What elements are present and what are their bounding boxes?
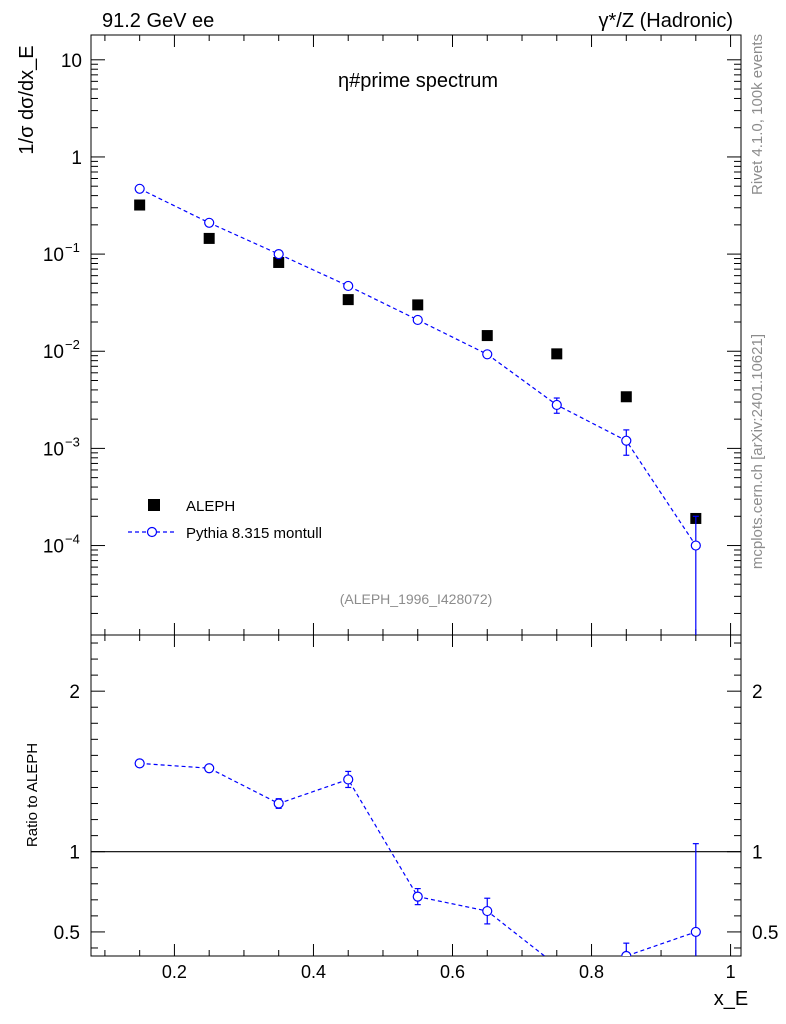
side-text-rivet: Rivet 4.1.0, 100k events (749, 34, 766, 195)
legend-aleph-marker (148, 499, 160, 511)
ratio-data-point (134, 758, 145, 769)
x-tick-label: 0.8 (579, 962, 604, 982)
ratio-ylabel: Ratio to ALEPH (24, 743, 41, 847)
pythia-data-point (204, 217, 215, 228)
legend: ALEPH Pythia 8.315 montull (128, 498, 322, 542)
ratio-y-tick-label-right: 0.5 (752, 923, 778, 944)
y-tick-label: 10 (43, 342, 64, 363)
y-tick-exponent: −2 (65, 337, 80, 352)
pythia-data-point (482, 349, 493, 360)
aleph-data-point (203, 232, 215, 244)
header-right-label: γ*/Z (Hadronic) (599, 10, 733, 32)
ratio-clipped-group (134, 758, 701, 956)
aleph-data-point (551, 348, 563, 360)
ratio-data-point (621, 950, 632, 956)
aleph-data-point (620, 391, 632, 403)
pythia-data-point (621, 435, 632, 446)
main-plot-frame (90, 34, 742, 636)
pythia-data-point (551, 399, 562, 411)
pythia-data-point (343, 280, 354, 292)
ratio-y-tick-label: 1 (69, 843, 80, 864)
ratio-y-tick-label: 2 (69, 682, 80, 703)
pythia-data-point (134, 183, 145, 194)
side-text-mcplots: mcplots.cern.ch [arXiv:2401.10621] (749, 334, 766, 569)
y-tick-exponent: −4 (65, 532, 80, 547)
x-tick-label: 0.2 (162, 962, 187, 982)
main-data (134, 183, 702, 635)
x-tick-label: 0.6 (440, 962, 465, 982)
x-tick-label: 0.4 (301, 962, 326, 982)
ratio-data-point (690, 926, 701, 938)
legend-aleph-label: ALEPH (186, 498, 235, 515)
ratio-data-point (343, 774, 354, 785)
ratio-data-point (273, 798, 284, 809)
aleph-data-point (134, 199, 146, 211)
header-left-label: 91.2 GeV ee (102, 10, 214, 32)
legend-pythia-label: Pythia 8.315 montull (186, 525, 322, 542)
ratio-data (134, 758, 701, 956)
y-tick-label: 1 (71, 148, 82, 169)
ratio-data-point (204, 763, 215, 774)
pythia-series-line (139, 188, 697, 546)
main-ylabel: 1/σ dσ/dx_E (16, 45, 38, 154)
ratio-y-tick-label-right: 2 (752, 682, 763, 703)
y-tick-label: 10 (43, 537, 64, 558)
legend-pythia-marker (146, 526, 158, 538)
plot-title: η#prime spectrum (338, 70, 498, 92)
xlabel: x_E (714, 988, 748, 1010)
aleph-data-point (273, 256, 285, 268)
ratio-data-point (412, 891, 423, 902)
ratio-data-point (482, 905, 493, 917)
pythia-data-point (273, 248, 284, 260)
aleph-data-point (412, 299, 424, 311)
aleph-data-point (481, 330, 493, 342)
y-tick-exponent: −1 (65, 240, 80, 255)
y-tick-label: 10 (43, 439, 64, 460)
y-tick-exponent: −3 (65, 434, 80, 449)
aleph-data-point (342, 294, 354, 306)
y-tick-label: 10 (43, 245, 64, 266)
pythia-data-point (412, 314, 423, 326)
ratio-plot-frame (90, 634, 742, 957)
analysis-label: (ALEPH_1996_I428072) (340, 591, 493, 607)
y-tick-label: 10 (61, 51, 82, 72)
ratio-axes: 0.2 0.4 0.6 0.8 1 0.5 0.5 1 1 2 2 (54, 635, 778, 982)
x-tick-label: 1 (726, 962, 736, 982)
ratio-series-line (139, 762, 697, 956)
ratio-y-tick-label: 0.5 (54, 923, 80, 944)
pythia-data-point (690, 540, 701, 551)
ratio-y-tick-label-right: 1 (752, 843, 763, 864)
